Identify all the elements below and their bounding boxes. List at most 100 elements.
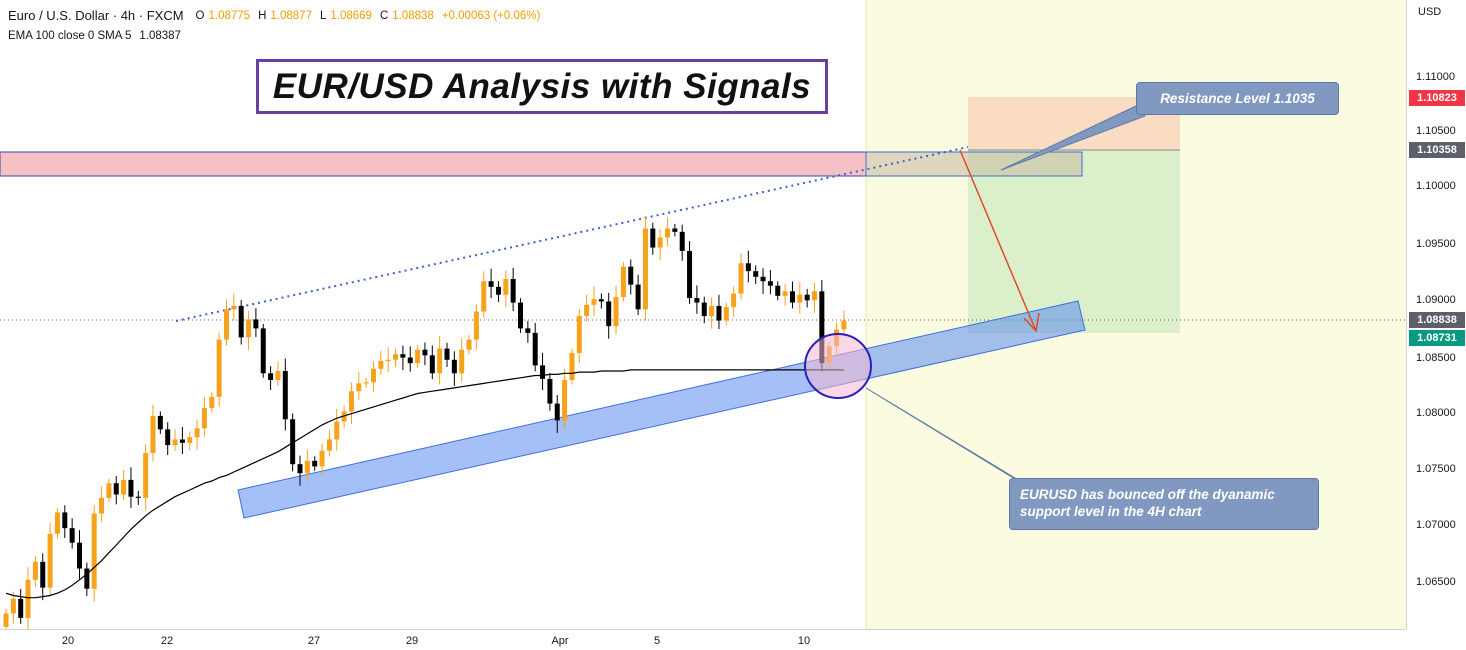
stop-price-badge: 1.10823 xyxy=(1409,90,1465,106)
candle-body xyxy=(554,403,560,421)
candle-body xyxy=(540,365,546,379)
candle-body xyxy=(760,276,766,282)
candle-body xyxy=(665,228,670,238)
candle-body xyxy=(716,305,722,321)
candle-body xyxy=(679,231,685,251)
candle-body xyxy=(172,439,178,446)
candle-body xyxy=(62,512,68,529)
candle-body xyxy=(216,339,222,397)
candle-body xyxy=(128,479,134,497)
candle-body xyxy=(143,452,149,498)
candle-body xyxy=(356,383,362,392)
candle-body xyxy=(238,305,244,338)
candle-body xyxy=(429,355,435,374)
candle-body xyxy=(113,483,119,495)
candle-body xyxy=(657,237,663,248)
time-axis[interactable]: 20 22 27 29 Apr 5 10 xyxy=(0,629,1406,650)
candle-body xyxy=(25,579,31,618)
price-axis[interactable]: USD 1.11000 1.10500 1.10000 1.09500 1.09… xyxy=(1406,0,1466,629)
candle-body xyxy=(10,598,16,614)
forecast-arrow xyxy=(959,149,1037,332)
candle-body xyxy=(804,294,810,301)
candle-body xyxy=(415,349,421,364)
chart-header: Euro / U.S. Dollar · 4h · FXCM O 1.08775 … xyxy=(8,8,544,42)
candle-body xyxy=(451,359,457,374)
candle-body xyxy=(672,228,678,232)
candle-body xyxy=(547,378,553,404)
candle-body xyxy=(40,561,46,588)
candle-body xyxy=(562,380,568,421)
price-tick: 1.07000 xyxy=(1416,519,1456,531)
candle-body xyxy=(290,419,296,465)
candle-body xyxy=(209,396,215,409)
symbol-label[interactable]: Euro / U.S. Dollar · 4h · FXCM xyxy=(8,8,184,23)
candle-body xyxy=(18,598,24,618)
candle-body xyxy=(606,301,612,327)
candle-body xyxy=(753,271,759,277)
candle-body xyxy=(282,371,288,420)
candle-body xyxy=(598,299,604,302)
candle-body xyxy=(165,429,171,446)
candle-body xyxy=(106,483,112,498)
candle-body xyxy=(518,302,523,329)
candle-body xyxy=(635,284,641,310)
candle-body xyxy=(576,316,582,354)
candle-body xyxy=(77,542,82,569)
price-tick: 1.09000 xyxy=(1416,294,1456,306)
candle-body xyxy=(312,460,318,467)
candle-body xyxy=(69,528,75,543)
date-tick: 10 xyxy=(797,635,811,647)
candle-body xyxy=(569,353,575,380)
candle-body xyxy=(738,263,744,294)
chart-area[interactable]: Euro / U.S. Dollar · 4h · FXCM O 1.08775 … xyxy=(0,0,1406,629)
candle-body xyxy=(731,293,737,308)
candle-body xyxy=(532,332,538,366)
candle-body xyxy=(246,319,252,338)
candle-body xyxy=(745,263,751,272)
candle-body xyxy=(194,428,200,438)
candle-body xyxy=(812,291,817,301)
candle-body xyxy=(319,450,325,467)
last-price-badge: 1.08838 xyxy=(1409,312,1465,328)
ohlc-high-value: 1.08877 xyxy=(270,9,312,22)
price-tick: 1.10000 xyxy=(1416,180,1456,192)
candle-body xyxy=(348,391,354,412)
ohlc-open-label: O xyxy=(195,9,205,22)
candle-body xyxy=(584,304,590,317)
candle-body xyxy=(371,368,376,383)
candle-body xyxy=(47,533,53,588)
price-tick: 1.09500 xyxy=(1416,238,1456,250)
date-tick: 5 xyxy=(653,635,661,647)
candle-body xyxy=(3,613,9,627)
candle-body xyxy=(503,279,509,295)
candle-body xyxy=(642,228,648,310)
candle-body xyxy=(121,479,127,495)
price-change: +0.00063 (+0.06%) xyxy=(441,9,541,22)
candle-body xyxy=(99,497,105,514)
target-price-badge: 1.08731 xyxy=(1409,330,1465,346)
candle-body xyxy=(782,291,788,296)
forecast-arrowhead xyxy=(1023,312,1040,333)
price-tick: 1.07500 xyxy=(1416,463,1456,475)
candle-body xyxy=(363,382,369,384)
candle-body xyxy=(84,568,90,589)
candle-body xyxy=(466,339,472,350)
currency-unit: USD xyxy=(1418,6,1442,18)
candle-body xyxy=(275,371,281,380)
date-tick: 29 xyxy=(405,635,419,647)
candle-body xyxy=(694,298,700,303)
candle-body xyxy=(687,250,693,299)
candle-body xyxy=(591,299,597,305)
resistance-zone xyxy=(0,151,867,177)
candle-body xyxy=(407,357,413,364)
candle-body xyxy=(231,305,237,310)
ema-100-line xyxy=(5,369,844,599)
candle-body xyxy=(304,460,310,474)
indicator-label[interactable]: EMA 100 close 0 SMA 5 xyxy=(8,30,132,42)
indicator-value: 1.08387 xyxy=(139,30,181,42)
candle-body xyxy=(488,281,494,287)
candle-body xyxy=(297,464,303,474)
candle-body xyxy=(459,349,465,374)
candle-body xyxy=(150,415,156,453)
resistance-zone-extension xyxy=(865,151,1083,177)
